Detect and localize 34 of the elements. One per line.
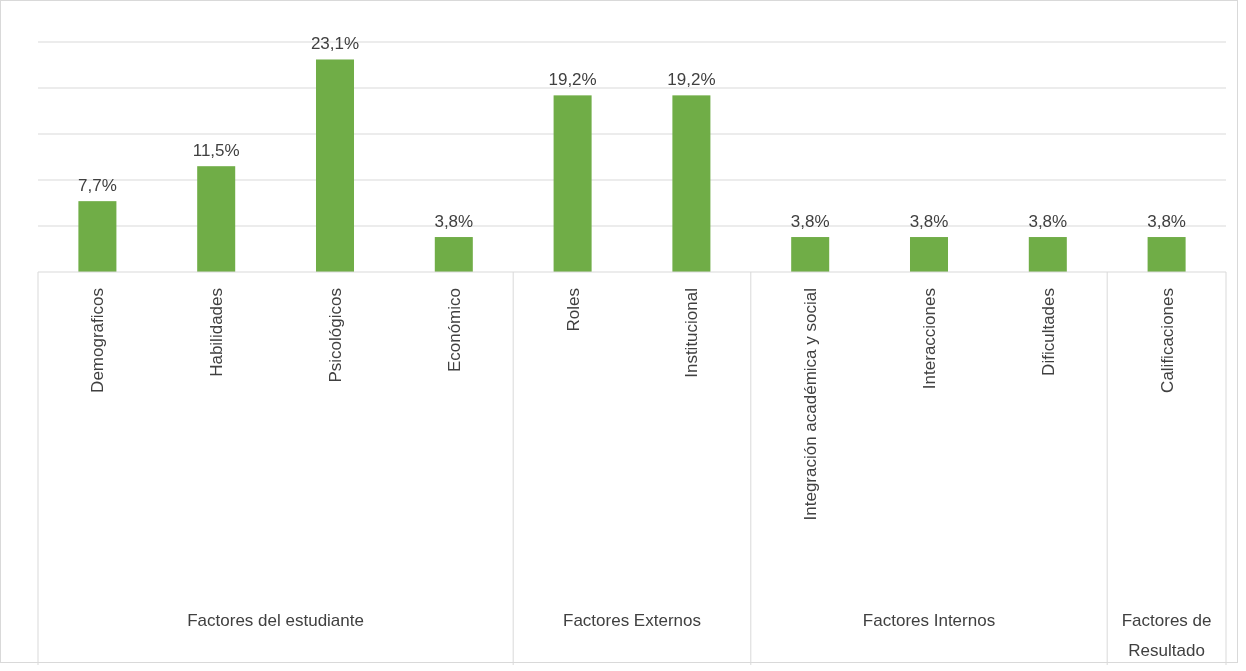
data-label: 3,8% [1147,212,1186,232]
bar [791,237,830,272]
data-label: 3,8% [909,212,949,232]
bar [1147,237,1186,272]
data-label: 23,1% [310,34,360,54]
data-label: 7,7% [78,176,117,196]
x-tick-label: Psicológicos [326,288,345,383]
x-tick-label: Integración académica y social [801,288,821,521]
text: Factores Externos [563,611,701,630]
x-tick-label: Calificaciones [1157,288,1177,393]
data-label: 3,8% [790,212,830,232]
bar [1028,237,1067,272]
x-tick-label: Interacciones [920,288,939,390]
x-tick-label: Institucional [682,288,702,378]
x-tick-label: Roles [563,288,583,332]
x-tick-label: Habilidades [207,288,227,377]
data-label: 3,8% [434,212,474,232]
text: Factores del estudiante [187,611,364,630]
data-label: 3,8% [1028,212,1068,232]
data-label: 11,5% [192,141,240,161]
bar [434,237,473,272]
data-label: 19,2% [548,70,597,90]
text: Factores Internos [862,611,996,630]
bar [909,237,949,272]
text: Factores de Resultado [1121,611,1212,660]
x-tick-label: Demograficos [88,288,108,393]
bar [553,95,592,272]
x-tick-label: Dificultades [1038,288,1058,376]
bar [315,59,355,272]
bar [672,95,711,272]
data-label: 19,2% [667,70,716,90]
x-tick-label: Económico [444,288,464,373]
bar [197,166,236,272]
bar [78,201,117,272]
